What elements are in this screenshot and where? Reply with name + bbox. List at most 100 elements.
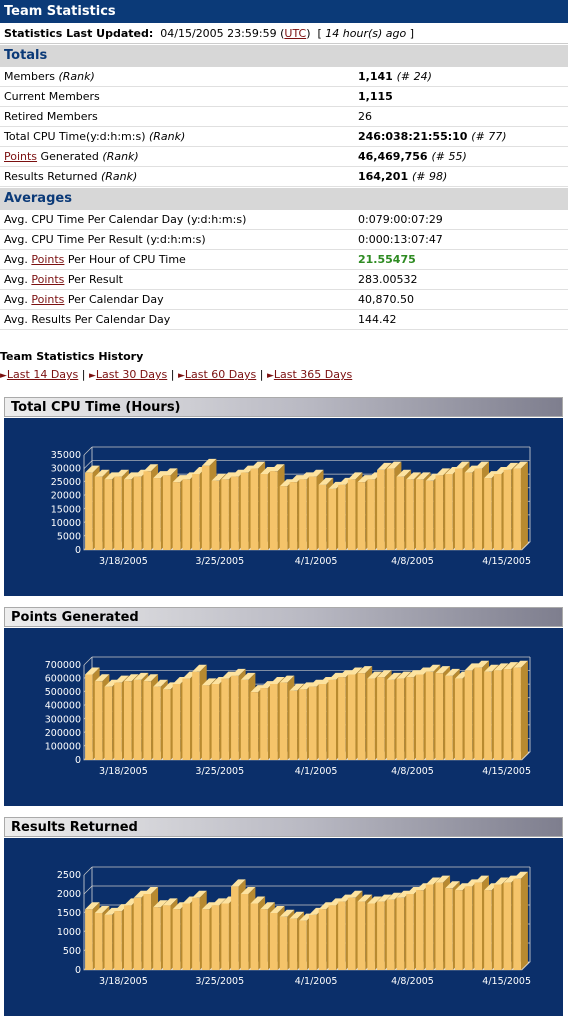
bar-top	[474, 660, 489, 668]
x-tick-label: 4/8/2005	[391, 766, 434, 777]
bar	[338, 484, 346, 550]
bar	[377, 677, 385, 760]
bar	[357, 673, 366, 760]
bar	[318, 909, 327, 970]
bar-top	[435, 468, 451, 476]
bar	[454, 468, 463, 550]
bar	[143, 471, 152, 550]
y-tick-label: 15000	[51, 504, 81, 515]
bar-top	[260, 467, 275, 474]
bar	[435, 882, 444, 970]
bar	[503, 469, 512, 550]
avg-prefix: Avg.	[4, 293, 28, 306]
last-14-days-link[interactable]: Last 14 Days	[6, 368, 79, 381]
last-30-days-link[interactable]: Last 30 Days	[95, 368, 168, 381]
bar	[162, 689, 171, 760]
bar-top	[377, 462, 392, 470]
averages-header: Averages	[0, 188, 568, 210]
bar	[299, 920, 307, 970]
bar-top	[133, 672, 149, 680]
bar-top	[416, 472, 431, 480]
bar-top	[153, 900, 168, 908]
avg-points-day-value: 40,870.50	[358, 293, 414, 306]
bar	[104, 914, 113, 970]
bar	[201, 909, 210, 970]
bar	[406, 479, 414, 550]
y-tick-label: 100000	[45, 741, 81, 752]
bar	[211, 480, 220, 550]
bar-top	[347, 890, 363, 898]
bar-top	[94, 674, 110, 682]
bar-top	[85, 667, 100, 675]
bar	[484, 671, 492, 760]
bar	[308, 914, 317, 970]
results-chart: 0 500 1000 1500 2000 2500 3/18/2005 3/25/2005 4/…	[4, 838, 563, 1016]
results-chart-title: Results Returned	[4, 817, 563, 837]
bar	[347, 674, 356, 760]
bar	[201, 685, 210, 760]
avg-results-day-label: Avg. Results Per Calendar Day	[4, 313, 171, 326]
bar	[308, 476, 317, 550]
bar	[172, 684, 181, 760]
x-tick-label: 3/18/2005	[99, 556, 148, 567]
y-tick-label: 1000	[57, 927, 81, 938]
y-tick-label: 30000	[51, 464, 81, 475]
avg-prefix: Avg.	[4, 253, 28, 266]
bar	[250, 903, 259, 970]
bar	[318, 484, 327, 550]
x-tick-label: 4/15/2005	[482, 976, 531, 987]
bar-top	[162, 898, 178, 906]
last-60-days-link[interactable]: Last 60 Days	[184, 368, 257, 381]
bar	[308, 686, 317, 760]
points-link[interactable]: Points	[31, 253, 65, 266]
bar	[484, 478, 492, 550]
bar-top	[260, 902, 275, 910]
bar	[270, 913, 278, 970]
utc-link[interactable]: UTC	[284, 27, 307, 40]
bar-top	[289, 911, 305, 919]
y-tick-label: 0	[75, 965, 81, 976]
bar	[279, 916, 288, 970]
bar	[260, 688, 268, 760]
points-link[interactable]: Points	[4, 150, 38, 163]
bar-side	[520, 461, 528, 550]
bar-top	[377, 894, 392, 902]
avg-points-hour-value: 21.55475	[358, 253, 416, 266]
bar-top	[143, 887, 159, 894]
bar-top	[240, 672, 256, 680]
bar	[162, 475, 171, 550]
cpu-time-row: Total CPU Time(y:d:h:m:s) (Rank) 246:038…	[0, 127, 568, 147]
bar	[454, 678, 463, 760]
bar-top	[192, 664, 207, 672]
bar-top	[299, 472, 314, 480]
bar-top	[513, 461, 528, 469]
bar-top	[503, 462, 519, 470]
bar	[279, 682, 288, 760]
bar-top	[211, 473, 227, 481]
avg-cpu-result-value: 0:000:13:07:47	[358, 233, 443, 246]
bar	[299, 689, 307, 760]
bar-top	[270, 677, 285, 684]
last-365-days-link[interactable]: Last 365 Days	[273, 368, 353, 381]
points-link[interactable]: Points	[31, 273, 65, 286]
bar-top	[231, 668, 246, 676]
points-link[interactable]: Points	[31, 293, 65, 306]
arrow-icon: ►	[177, 371, 185, 381]
bar	[240, 679, 249, 760]
x-tick-label: 4/1/2005	[295, 976, 338, 987]
bar-top	[425, 877, 441, 885]
bar-top	[318, 477, 334, 485]
bar	[94, 476, 103, 550]
history-title: Team Statistics History	[0, 350, 144, 363]
bar	[406, 677, 414, 760]
members-label: Members	[4, 70, 55, 83]
bar	[124, 681, 132, 760]
bar-top	[299, 682, 314, 690]
bar-top	[406, 670, 421, 678]
y-tick-label: 300000	[45, 714, 81, 725]
y-tick-label: 500	[63, 946, 81, 957]
bar	[396, 476, 405, 550]
current-members-label: Current Members	[4, 90, 100, 103]
bar-top	[377, 670, 392, 678]
cpu-chart-title: Total CPU Time (Hours)	[4, 397, 563, 417]
